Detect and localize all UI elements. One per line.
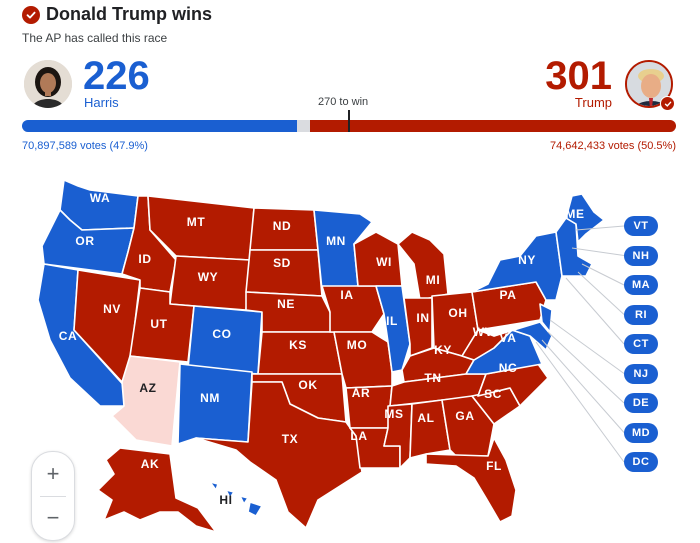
state-label-id: ID — [138, 252, 151, 266]
trump-popular-votes: 74,642,433 votes (50.5%) — [550, 140, 676, 152]
state-AL — [409, 399, 451, 459]
state-label-tx: TX — [282, 432, 299, 446]
state-label-ca: CA — [59, 329, 78, 343]
leader-line-dc — [535, 341, 625, 463]
state-label-az: AZ — [139, 381, 156, 395]
state-label-ut: UT — [150, 317, 167, 331]
state-label-ak: AK — [141, 457, 160, 471]
leader-line-nh — [571, 247, 625, 256]
state-FL — [425, 437, 517, 523]
harris-electoral-votes: 226 — [83, 54, 150, 98]
state-label-ks: KS — [289, 338, 307, 352]
threshold-marker — [348, 110, 350, 132]
state-MO — [333, 331, 393, 389]
leader-line-ma — [581, 263, 625, 286]
state-label-wi: WI — [376, 255, 392, 269]
small-state-pill-ma[interactable]: MA — [624, 275, 658, 295]
small-state-pill-dc[interactable]: DC — [624, 452, 658, 472]
state-labels: WA OR CA NV ID MT WY UT CO AZ NM ND SD NE KS OK TX MN IA MO… — [59, 191, 584, 507]
state-label-sd: SD — [273, 256, 291, 270]
threshold-label: 270 to win — [318, 96, 369, 108]
leader-line-ri — [577, 271, 625, 315]
state-label-sc: SC — [484, 387, 502, 401]
electoral-map: WA OR CA NV ID MT WY UT CO AZ NM ND SD NE KS OK TX MN IA MO… — [0, 160, 700, 543]
state-label-mn: MN — [326, 234, 346, 248]
state-label-ia: IA — [340, 288, 353, 302]
small-state-pill-nj[interactable]: NJ — [624, 363, 658, 384]
state-label-pa: PA — [500, 288, 517, 302]
small-state-leader-lines — [535, 225, 625, 463]
state-label-mi: MI — [426, 273, 441, 287]
leader-line-vt — [575, 225, 625, 231]
state-label-nm: NM — [200, 391, 220, 405]
small-state-pill-md[interactable]: MD — [624, 422, 658, 443]
leader-line-ct — [565, 277, 625, 345]
state-AK — [97, 447, 217, 533]
check-circle-icon — [22, 5, 40, 24]
state-label-ky: KY — [434, 343, 452, 357]
state-label-ga: GA — [455, 409, 474, 423]
state-NJ — [539, 303, 553, 333]
state-label-fl: FL — [486, 459, 502, 473]
state-label-ms: MS — [384, 407, 403, 421]
state-label-wv: WV — [473, 325, 494, 339]
state-label-il: IL — [386, 314, 398, 328]
winner-check-icon — [660, 96, 675, 111]
small-state-pill-vt[interactable]: VT — [624, 216, 658, 236]
state-label-or: OR — [75, 234, 94, 248]
race-header: Donald Trump wins — [22, 4, 212, 25]
trump-name: Trump — [574, 95, 612, 110]
zoom-controls: + − — [31, 451, 75, 541]
harris-avatar — [24, 60, 72, 108]
trump-electoral-votes: 301 — [545, 54, 612, 98]
state-label-ne: NE — [277, 297, 295, 311]
state-label-in: IN — [416, 311, 429, 325]
state-label-co: CO — [212, 327, 231, 341]
state-label-wa: WA — [90, 191, 111, 205]
state-label-wy: WY — [198, 270, 219, 284]
state-label-nc: NC — [499, 361, 518, 375]
state-AZ — [111, 355, 181, 447]
state-label-ar: AR — [352, 386, 371, 400]
zoom-in-button[interactable]: + — [46, 461, 60, 486]
zoom-divider — [40, 496, 66, 497]
leader-line-md — [541, 339, 625, 433]
small-state-pill-de[interactable]: DE — [624, 393, 658, 413]
state-label-mt: MT — [187, 215, 206, 229]
small-state-pill-ri[interactable]: RI — [624, 304, 658, 325]
state-label-ok: OK — [298, 378, 317, 392]
state-MI — [397, 231, 449, 301]
state-label-al: AL — [417, 411, 434, 425]
state-label-hi: HI — [219, 493, 232, 507]
state-label-nv: NV — [103, 302, 121, 316]
state-label-me: ME — [565, 207, 584, 221]
state-HI — [209, 481, 263, 517]
state-label-la: LA — [350, 429, 367, 443]
state-label-ny: NY — [518, 253, 536, 267]
harris-name: Harris — [84, 95, 119, 110]
state-IL — [375, 285, 411, 373]
state-label-mo: MO — [347, 338, 368, 352]
us-map-svg: WA OR CA NV ID MT WY UT CO AZ NM ND SD NE KS OK TX MN IA MO… — [37, 179, 625, 533]
small-state-pill-nh[interactable]: NH — [624, 245, 658, 266]
state-TX — [195, 381, 363, 529]
harris-bar-fill — [22, 120, 297, 132]
state-label-oh: OH — [448, 306, 467, 320]
small-state-pill-ct[interactable]: CT — [624, 334, 658, 354]
leader-line-de — [547, 331, 625, 404]
trump-avatar — [625, 60, 673, 108]
state-MDDE — [493, 321, 553, 351]
state-label-va: VA — [500, 331, 517, 345]
state-label-tn: TN — [424, 371, 441, 385]
race-subtitle: The AP has called this race — [22, 31, 168, 45]
state-label-nd: ND — [273, 219, 292, 233]
page-title: Donald Trump wins — [46, 4, 213, 24]
leader-line-nj — [549, 319, 625, 374]
trump-bar-fill — [310, 120, 676, 132]
harris-popular-votes: 70,897,589 votes (47.9%) — [22, 140, 148, 152]
zoom-out-button[interactable]: − — [46, 505, 60, 530]
